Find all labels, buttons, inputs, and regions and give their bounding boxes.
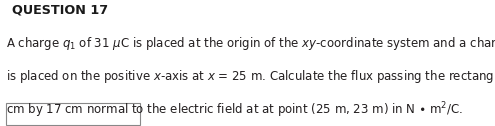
Text: cm by 17 cm normal to the electric field at at point (25 m, 23 m) in N $\bullet$: cm by 17 cm normal to the electric field… [6, 101, 463, 120]
Text: QUESTION 17: QUESTION 17 [12, 4, 108, 17]
Text: is placed on the positive $x$-axis at $x$ = 25 m. Calculate the flux passing the: is placed on the positive $x$-axis at $x… [6, 68, 495, 85]
FancyBboxPatch shape [6, 103, 140, 125]
Text: A charge $q_1$ of 31 $\mu$C is placed at the origin of the $xy$-coordinate syste: A charge $q_1$ of 31 $\mu$C is placed at… [6, 35, 495, 52]
